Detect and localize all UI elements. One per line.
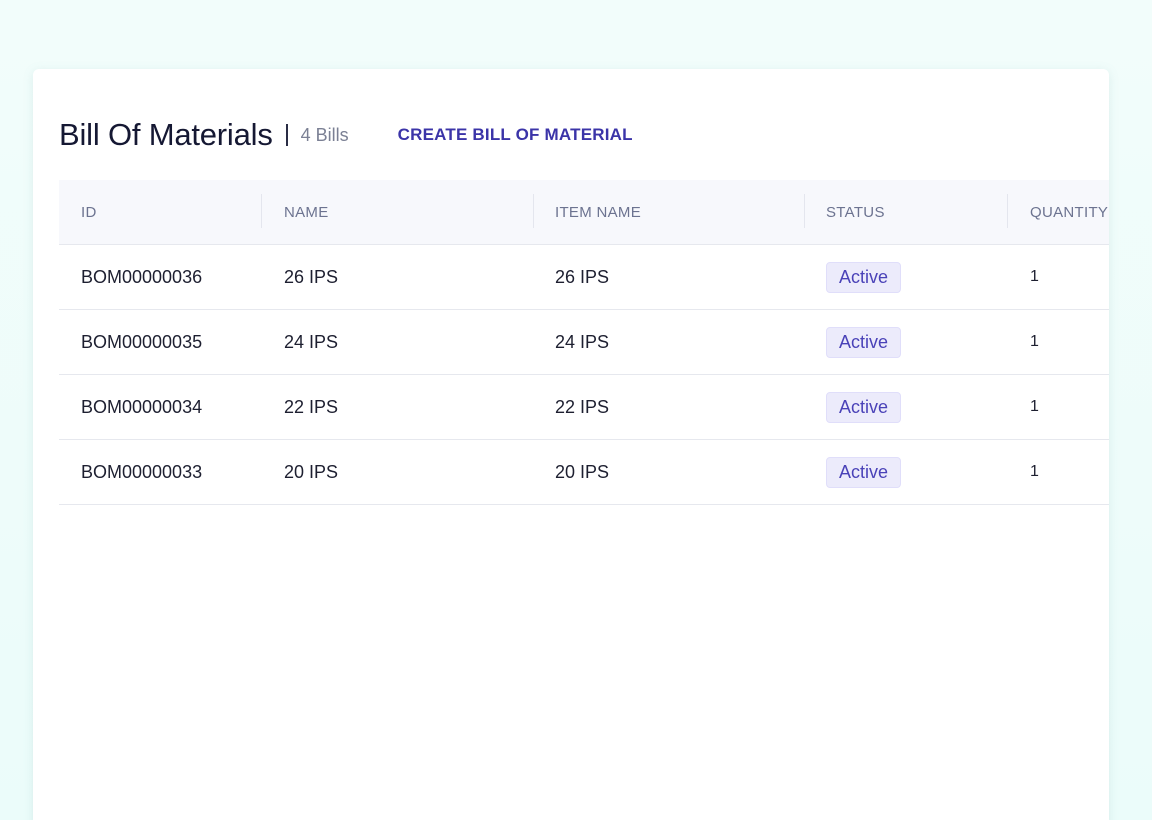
column-divider: [533, 194, 534, 228]
cell-name: 26 IPS: [284, 266, 339, 287]
cell-id: BOM00000035: [81, 331, 203, 352]
cell-name: 24 IPS: [284, 331, 339, 352]
cell-id: BOM00000033: [81, 461, 203, 482]
cell-status: Active: [826, 440, 902, 504]
cell-item-name: 20 IPS: [555, 461, 610, 482]
create-bom-button[interactable]: CREATE BILL OF MATERIAL: [397, 125, 633, 144]
title-divider: [285, 124, 288, 146]
cell-name: 20 IPS: [284, 461, 339, 482]
status-badge: Active: [826, 326, 902, 358]
cell-item-name: 24 IPS: [555, 331, 610, 352]
column-divider: [261, 194, 262, 228]
cell-item-name: 22 IPS: [555, 396, 610, 417]
page-title: Bill Of Materials: [59, 117, 273, 152]
cell-quantity: 1: [1030, 268, 1039, 285]
status-badge: Active: [826, 391, 902, 423]
table-row[interactable]: BOM00000034 22 IPS 22 IPS Active 1: [59, 375, 1109, 440]
status-badge: Active: [826, 261, 902, 293]
cell-status: Active: [826, 310, 902, 374]
table-row[interactable]: BOM00000033 20 IPS 20 IPS Active 1: [59, 440, 1109, 505]
table-row[interactable]: BOM00000035 24 IPS 24 IPS Active 1: [59, 310, 1109, 375]
cell-id: BOM00000036: [81, 266, 203, 287]
cell-quantity: 1: [1030, 398, 1039, 415]
cell-status: Active: [826, 375, 902, 439]
status-badge: Active: [826, 456, 902, 488]
cell-status: Active: [826, 245, 902, 309]
bom-table: ID NAME ITEM NAME STATUS QUANTITY BOM000…: [59, 180, 1109, 505]
column-header-quantity[interactable]: QUANTITY: [1030, 203, 1109, 221]
bill-count: 4 Bills: [300, 124, 349, 145]
column-header-item-name[interactable]: ITEM NAME: [555, 203, 642, 221]
page-header: Bill Of Materials 4 Bills CREATE BILL OF…: [59, 113, 633, 157]
column-divider: [1007, 194, 1008, 228]
cell-item-name: 26 IPS: [555, 266, 610, 287]
cell-quantity: 1: [1030, 333, 1039, 350]
cell-name: 22 IPS: [284, 396, 339, 417]
table-row[interactable]: BOM00000036 26 IPS 26 IPS Active 1: [59, 245, 1109, 310]
bom-card: Bill Of Materials 4 Bills CREATE BILL OF…: [33, 69, 1109, 820]
cell-quantity: 1: [1030, 463, 1039, 480]
column-header-id[interactable]: ID: [81, 203, 97, 221]
cell-id: BOM00000034: [81, 396, 203, 417]
column-divider: [804, 194, 805, 228]
column-header-name[interactable]: NAME: [284, 203, 329, 221]
column-header-status[interactable]: STATUS: [826, 203, 885, 221]
table-header: ID NAME ITEM NAME STATUS QUANTITY: [59, 180, 1109, 245]
